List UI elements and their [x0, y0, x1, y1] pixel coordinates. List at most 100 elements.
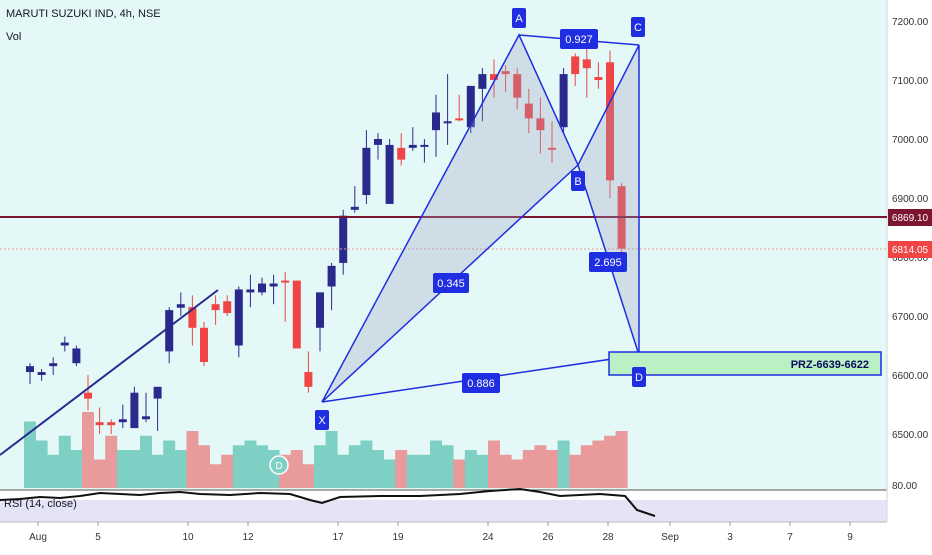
time-axis[interactable]: Aug 5 10 12 17 19 24 26 28 Sep 3 7 9	[29, 522, 853, 543]
candle-body	[594, 77, 603, 80]
volume-bar	[256, 445, 268, 488]
candle-body	[130, 392, 139, 429]
candle-body	[478, 74, 487, 89]
trendline[interactable]	[0, 289, 219, 456]
candle-body	[443, 121, 452, 124]
candle-body	[188, 307, 197, 328]
ratio-ac-label: 0.927	[565, 34, 593, 46]
candle-body	[559, 74, 568, 128]
last-price-label: 6814.05	[892, 245, 929, 256]
candle-body	[432, 112, 440, 131]
volume-bar	[383, 459, 396, 488]
time-tick-label: 19	[392, 532, 404, 543]
ratio-xa-label: 0.345	[437, 278, 465, 290]
volume-bar	[24, 421, 36, 488]
volume-bar	[499, 454, 512, 488]
ratio-xd-label: 0.886	[467, 378, 495, 390]
point-x-badge[interactable]: X	[315, 410, 329, 430]
volume-bar	[592, 440, 605, 488]
ratio-ac-badge[interactable]: 0.927	[560, 29, 598, 49]
volume-bar	[116, 450, 129, 488]
candle-body	[536, 118, 545, 131]
candle-body	[153, 386, 162, 399]
candles	[26, 47, 626, 434]
volume-bar	[302, 464, 315, 488]
candle-body	[397, 147, 406, 160]
volume-bar	[337, 454, 350, 488]
volume-bar	[546, 450, 558, 488]
point-c-badge[interactable]: C	[631, 17, 645, 37]
time-tick-label: 24	[482, 532, 494, 543]
volume-bar	[290, 450, 303, 488]
volume-bar	[82, 412, 94, 488]
resistance-price-label: 6869.10	[892, 213, 929, 224]
point-a-badge[interactable]: A	[512, 8, 526, 28]
point-c-label: C	[634, 22, 642, 34]
price-tick-label: 7100.00	[892, 76, 929, 87]
pattern-lines[interactable]	[321, 33, 640, 403]
volume-bar	[406, 454, 419, 488]
volume-bar	[430, 440, 442, 488]
candle-body	[72, 348, 81, 364]
volume-bar	[221, 454, 234, 488]
price-tick-label: 6600.00	[892, 371, 929, 382]
ratio-xa-badge[interactable]: 0.345	[433, 273, 469, 293]
price-tick-label: 7200.00	[892, 17, 929, 28]
candle-body	[385, 144, 394, 204]
ratio-xd-badge[interactable]: 0.886	[462, 373, 500, 393]
volume-bar	[534, 445, 547, 488]
price-tick-label: 6800.00	[892, 253, 929, 264]
candle-body	[571, 56, 580, 75]
candle-body	[211, 304, 220, 311]
volume-bar	[325, 431, 338, 488]
volume-bar	[418, 454, 431, 488]
last-price-badge: 6814.05	[888, 241, 932, 258]
candle-body	[455, 118, 464, 121]
time-tick-label: 7	[787, 532, 793, 543]
point-d-badge[interactable]: D	[632, 367, 646, 387]
time-tick-label: 12	[242, 532, 254, 543]
volume-bar	[163, 440, 176, 488]
volume-bar	[441, 445, 454, 488]
prz-label: PRZ-6639-6622	[791, 359, 869, 371]
volume-bar	[580, 445, 593, 488]
price-axis[interactable]: 7200.00 7100.00 7000.00 6900.00 6800.00 6700.…	[892, 17, 929, 492]
dividend-marker[interactable]: D	[269, 455, 289, 475]
candle-body	[118, 419, 127, 423]
candle-body	[362, 147, 371, 196]
volume-bar	[557, 440, 570, 488]
volume-bar	[615, 431, 628, 488]
rsi-band	[0, 500, 887, 522]
candle-body	[200, 327, 208, 363]
volume-bars	[24, 412, 628, 488]
point-b-badge[interactable]: B	[571, 171, 585, 191]
time-tick-label: 9	[847, 532, 853, 543]
volume-bar	[47, 454, 60, 488]
candle-body	[234, 289, 243, 346]
point-x-label: X	[318, 415, 326, 427]
volume-bar	[70, 450, 83, 488]
rsi-line	[0, 487, 656, 517]
price-tick-label: 6500.00	[892, 430, 929, 441]
rsi-tick-label: 80.00	[892, 481, 917, 492]
volume-bar	[488, 440, 500, 488]
candle-body	[490, 74, 498, 80]
candle-body	[339, 215, 348, 263]
candle-body	[26, 366, 34, 373]
candle-body	[142, 416, 150, 420]
candle-body	[548, 147, 556, 150]
time-tick-label: Aug	[29, 532, 47, 543]
ratio-bd-badge[interactable]: 2.695	[589, 252, 627, 272]
volume-bar	[604, 435, 616, 488]
volume-bar	[569, 454, 582, 488]
volume-bar	[198, 445, 210, 488]
candle-body	[258, 283, 266, 293]
volume-bar	[314, 445, 326, 488]
prz-box[interactable]	[608, 351, 882, 376]
symbol-title: MARUTI SUZUKI IND, 4h, NSE	[6, 8, 161, 20]
candle-body	[420, 144, 429, 147]
dividend-marker-label: D	[275, 461, 282, 472]
candle-body	[281, 280, 290, 283]
